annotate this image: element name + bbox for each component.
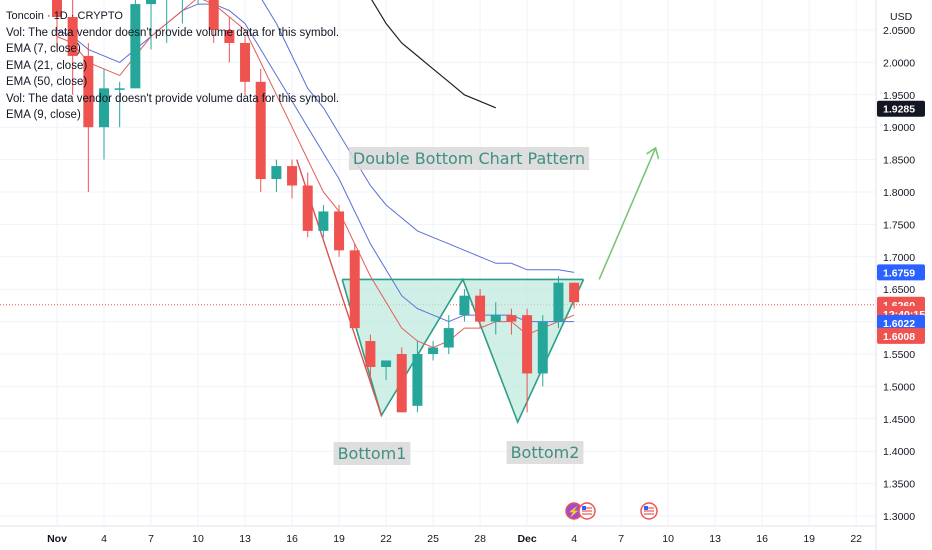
candle-body[interactable] [302, 185, 313, 231]
candle-body[interactable] [490, 315, 501, 322]
event-flag-icon-1-canton [582, 506, 586, 510]
candle-body[interactable] [146, 0, 157, 5]
y-tick-label: 1.9500 [883, 90, 915, 102]
x-tick-label: 7 [618, 533, 624, 545]
candle-body[interactable] [99, 88, 110, 128]
candle-body[interactable] [67, 17, 78, 56]
candle-body[interactable] [365, 341, 376, 367]
price-label-box [877, 314, 925, 331]
candle-body[interactable] [271, 166, 282, 180]
candle-body[interactable] [334, 211, 345, 251]
y-tick-label: 1.4000 [883, 446, 915, 458]
projection-arrow-head[interactable] [646, 146, 660, 160]
x-tick-label: 4 [101, 533, 107, 545]
x-tick-label: 19 [333, 533, 345, 545]
price-label-text: 1.6008 [883, 331, 915, 343]
candle-body[interactable] [114, 88, 125, 90]
pattern-title-label[interactable]: Double Bottom Chart Pattern [348, 147, 590, 170]
candle-body[interactable] [553, 282, 564, 322]
candle-body[interactable] [208, 0, 219, 31]
candle-body[interactable] [475, 295, 486, 322]
price-label-text: 1.9285 [883, 104, 915, 116]
candle-body[interactable] [349, 250, 360, 329]
y-tick-label: 1.9000 [883, 122, 915, 134]
x-tick-label: 4 [571, 533, 577, 545]
ema-short-red-line[interactable] [56, 0, 575, 349]
x-tick-label: Dec [517, 533, 536, 545]
y-tick-label: 2.0000 [883, 57, 915, 69]
y-tick-label: 1.3000 [883, 511, 915, 523]
price-label-box [877, 327, 925, 344]
ema-long-line[interactable] [355, 0, 497, 109]
candle-body[interactable] [318, 211, 329, 231]
price-label-box [877, 264, 925, 281]
x-tick-label: 10 [192, 533, 204, 545]
candle-body[interactable] [255, 81, 266, 180]
y-tick-label: 1.5500 [883, 349, 915, 361]
y-tick-label: 1.8500 [883, 155, 915, 167]
x-tick-label: 13 [709, 533, 721, 545]
x-tick-label: Nov [47, 533, 67, 545]
candle-body[interactable] [130, 4, 141, 89]
candle-body[interactable] [52, 0, 62, 18]
candle-body[interactable] [412, 354, 423, 406]
candle-body[interactable] [287, 166, 298, 186]
bottom1-label[interactable]: Bottom1 [333, 442, 411, 465]
y-tick-label: 1.7500 [883, 219, 915, 231]
x-tick-label: 22 [380, 533, 392, 545]
candle-body[interactable] [537, 321, 548, 374]
x-tick-label: 7 [148, 533, 154, 545]
x-tick-label: 19 [803, 533, 815, 545]
ema-short-blue-line[interactable] [56, 3, 575, 323]
x-tick-label: 28 [474, 533, 486, 545]
y-tick-label: 1.6500 [883, 284, 915, 296]
bottom1-label-box [333, 442, 411, 465]
x-tick-label: 10 [662, 533, 674, 545]
y-tick-label: 1.5000 [883, 381, 915, 393]
x-tick-label: 25 [427, 533, 439, 545]
ema-mid-line[interactable] [57, 0, 575, 273]
bottom2-label-text: Bottom2 [511, 443, 580, 462]
pattern-title-label-text: Double Bottom Chart Pattern [353, 149, 585, 168]
candle-body[interactable] [240, 42, 251, 82]
x-tick-label: 22 [850, 533, 862, 545]
candle-body[interactable] [569, 282, 580, 303]
candle-body[interactable] [224, 30, 235, 43]
bottom2-label-box [506, 441, 584, 464]
event-flag-icon-2-canton [644, 506, 648, 510]
pattern-title-label-box [348, 147, 590, 170]
candle-body[interactable] [428, 347, 439, 354]
y-tick-label: 2.0500 [883, 25, 915, 37]
y-tick-label: 1.4500 [883, 414, 915, 426]
y-tick-label: 1.3500 [883, 479, 915, 491]
candle-body[interactable] [381, 360, 392, 367]
x-tick-label: 16 [756, 533, 768, 545]
price-label-text: 1.6759 [883, 267, 915, 279]
bottom1-label-text: Bottom1 [338, 444, 407, 463]
x-tick-label: 13 [239, 533, 251, 545]
price-label-box [877, 100, 925, 117]
candle-body[interactable] [522, 315, 533, 374]
currency-label[interactable]: USD [890, 11, 913, 23]
candle-body[interactable] [83, 55, 94, 128]
price-label-text: 1.6022 [883, 318, 915, 330]
bottom2-label[interactable]: Bottom2 [506, 441, 584, 464]
candle-body[interactable] [459, 295, 470, 316]
event-lightning-icon-glyph: ⚡ [568, 505, 580, 518]
projection-arrow-line[interactable] [598, 147, 657, 280]
y-tick-label: 1.7000 [883, 252, 915, 264]
candle-body[interactable] [396, 354, 407, 413]
candle-body[interactable] [506, 315, 517, 322]
x-tick-label: 16 [286, 533, 298, 545]
y-tick-label: 1.8000 [883, 187, 915, 199]
candle-body[interactable] [443, 328, 454, 348]
